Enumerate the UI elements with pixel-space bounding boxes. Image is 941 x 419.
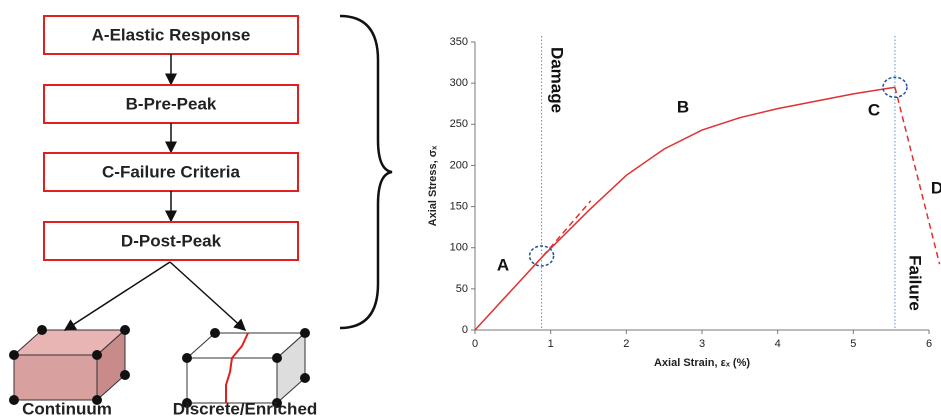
continuum-cube bbox=[9, 325, 130, 405]
annotation: A bbox=[497, 255, 509, 274]
y-tick-label: 300 bbox=[450, 77, 468, 89]
step-label: A-Elastic Response bbox=[92, 25, 251, 44]
step-label: D-Post-Peak bbox=[121, 231, 222, 250]
step-box bbox=[43, 152, 299, 192]
y-tick-label: 50 bbox=[456, 283, 468, 295]
highlight bbox=[882, 76, 908, 99]
discrete-cube bbox=[182, 328, 310, 408]
annotation: B bbox=[677, 97, 689, 116]
x-tick-label: 0 bbox=[472, 338, 478, 350]
curve bbox=[542, 200, 592, 257]
x-tick-label: 2 bbox=[623, 338, 629, 350]
y-tick-label: 0 bbox=[462, 324, 468, 336]
x-tick-label: 3 bbox=[699, 338, 705, 350]
step-box bbox=[43, 221, 299, 261]
x-axis-title: Axial Strain, εₓ (%) bbox=[654, 357, 750, 369]
y-tick-label: 200 bbox=[450, 159, 468, 171]
step-box bbox=[43, 15, 299, 55]
model-label: Continuum bbox=[22, 399, 112, 418]
annotation: D bbox=[931, 178, 941, 197]
chart: 0 50 100 150 200 250 300 350 0 1 2 3 4 5 6 Axial Strain… bbox=[427, 36, 941, 369]
model-label: Discrete/Enriched bbox=[173, 399, 318, 418]
y-tick-label: 150 bbox=[450, 200, 468, 212]
curve bbox=[474, 86, 896, 331]
x-tick-label: 4 bbox=[775, 338, 781, 350]
step-box bbox=[43, 84, 299, 124]
flowchart: A-Elastic Response B-Pre-Peak C-Failure Cr… bbox=[43, 15, 299, 261]
curve bbox=[894, 87, 941, 265]
step-label: B-Pre-Peak bbox=[126, 94, 217, 113]
step-label: C-Failure Criteria bbox=[102, 162, 240, 181]
annotation: C bbox=[868, 100, 880, 119]
arrow bbox=[169, 261, 247, 332]
x-tick-label: 5 bbox=[850, 338, 856, 350]
y-axis-title: Axial Stress, σₓ bbox=[427, 145, 439, 227]
y-tick-label: 100 bbox=[450, 242, 468, 254]
y-tick-label: 350 bbox=[450, 36, 468, 48]
x-tick-label: 6 bbox=[926, 338, 932, 350]
annotation: Failure bbox=[906, 255, 925, 311]
x-tick-label: 1 bbox=[548, 338, 554, 350]
brace bbox=[339, 14, 393, 330]
arrow bbox=[63, 261, 171, 331]
highlight bbox=[528, 245, 555, 267]
y-tick-label: 250 bbox=[450, 118, 468, 130]
annotation: Damage bbox=[548, 47, 567, 113]
